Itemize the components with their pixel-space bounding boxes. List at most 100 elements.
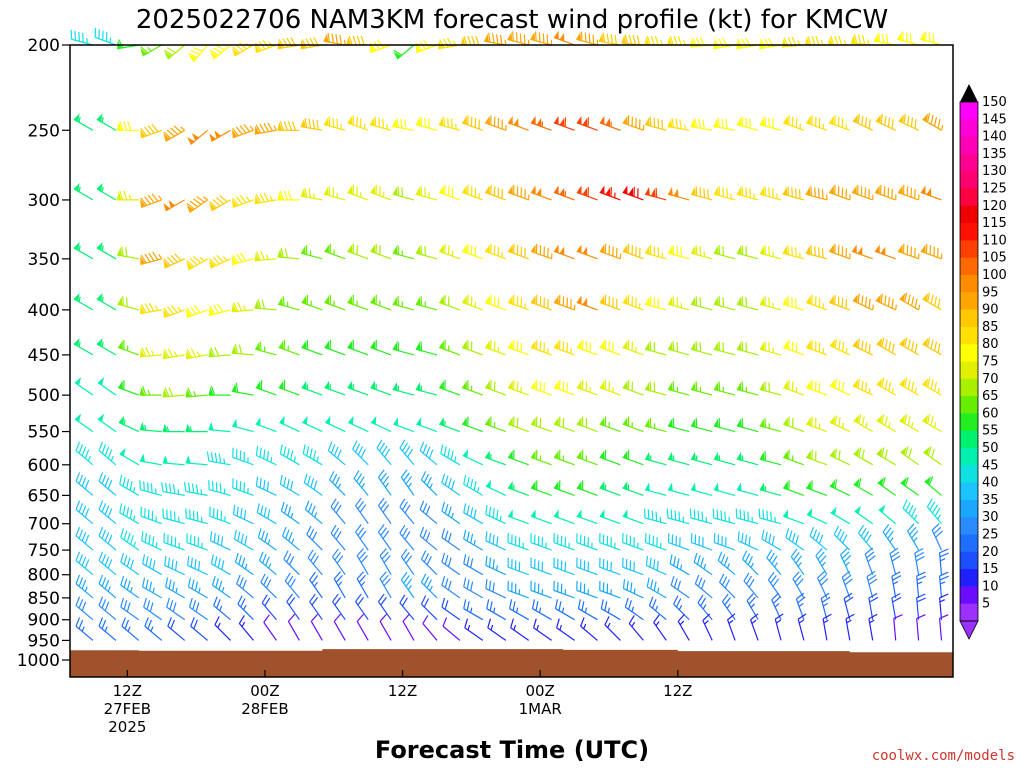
wind-barb: [393, 417, 415, 433]
wind-barb: [303, 473, 323, 496]
wind-barb: [667, 35, 690, 46]
wind-barb: [98, 526, 117, 551]
wind-barb: [377, 524, 392, 551]
y-tick-label: 650: [28, 486, 60, 506]
wind-barb: [347, 294, 369, 311]
colorbar-label: 75: [982, 355, 999, 370]
wind-barb: [877, 476, 897, 496]
wind-barb: [261, 594, 277, 621]
wind-barb: [622, 557, 644, 576]
wind-barb: [254, 192, 277, 205]
colorbar-label: 80: [982, 337, 999, 352]
wind-barb: [300, 37, 323, 50]
wind-barb: [851, 244, 873, 260]
wind-barb: [302, 444, 323, 466]
wind-barb: [576, 580, 598, 599]
wind-barb: [553, 416, 575, 433]
wind-barb: [713, 381, 736, 396]
wind-barb: [213, 596, 231, 621]
wind-barb: [690, 482, 713, 496]
wind-barb: [667, 245, 690, 260]
wind-barb: [461, 115, 484, 131]
wind-barb: [576, 295, 598, 311]
wind-barb: [899, 292, 921, 311]
wind-barb: [162, 508, 185, 525]
wind-barb: [530, 533, 552, 551]
colorbar-swatch: [960, 517, 978, 535]
wind-barb: [621, 34, 644, 46]
wind-barb: [833, 525, 851, 551]
wind-barb: [924, 476, 942, 496]
wind-barb: [302, 415, 323, 433]
wind-barb: [599, 533, 621, 551]
wind-barb: [379, 571, 392, 599]
wind-barb: [487, 618, 507, 641]
wind-barb: [75, 617, 94, 641]
wind-barb: [399, 594, 415, 621]
wind-barb: [279, 474, 300, 496]
wind-barb: [186, 196, 208, 214]
wind-barb: [142, 554, 162, 576]
wind-barb: [759, 451, 782, 466]
wind-barb: [420, 471, 438, 496]
wind-barb: [736, 245, 759, 260]
colorbar-swatch: [960, 534, 978, 553]
wind-barb: [485, 531, 507, 551]
wind-barb: [278, 380, 300, 396]
wind-barb: [139, 302, 162, 315]
wind-barb: [232, 504, 254, 525]
wind-barb: [599, 449, 621, 466]
wind-barb: [332, 548, 346, 576]
wind-barb: [783, 416, 805, 433]
wind-barb: [783, 480, 805, 496]
wind-barb: [70, 29, 94, 46]
wind-barb: [746, 593, 759, 621]
wind-barb: [347, 380, 369, 396]
colorbar-swatch: [960, 136, 978, 155]
colorbar-swatch: [960, 551, 978, 570]
colorbar-label: 15: [982, 562, 999, 577]
wind-barb: [782, 186, 805, 201]
wind-barb: [938, 593, 949, 620]
wind-barb: [622, 115, 645, 131]
wind-barb: [277, 190, 300, 201]
wind-barb: [806, 339, 828, 356]
wind-barb: [485, 479, 507, 496]
wind-barb: [530, 480, 552, 496]
colorbar-swatch: [960, 102, 978, 120]
wind-barb: [96, 182, 117, 201]
wind-barb: [922, 414, 942, 433]
wind-barb: [254, 39, 277, 54]
wind-barb: [622, 449, 644, 466]
colorbar-swatch: [960, 326, 978, 345]
wind-barb: [439, 339, 461, 356]
wind-barb: [922, 377, 942, 396]
wind-barb: [645, 555, 667, 576]
wind-barb: [485, 555, 507, 576]
wind-barb: [742, 550, 759, 576]
wind-barb: [899, 414, 919, 433]
wind-barb: [353, 470, 369, 496]
wind-barb: [232, 418, 254, 433]
wind-barb: [163, 253, 185, 269]
wind-barb: [209, 506, 231, 525]
wind-barb: [644, 245, 667, 260]
wind-barb: [666, 508, 690, 525]
wind-barb: [439, 294, 461, 311]
wind-barb: [874, 244, 896, 260]
wind-barb: [140, 44, 162, 57]
wind-barb: [783, 449, 805, 466]
wind-barb: [379, 613, 392, 641]
wind-barb: [97, 377, 117, 396]
colorbar-label: 100: [982, 268, 1007, 283]
wind-barb: [325, 415, 346, 433]
wind-barb: [208, 480, 231, 496]
wind-barb: [98, 617, 117, 641]
wind-barb: [622, 294, 644, 311]
wind-barb: [255, 417, 277, 433]
wind-barb: [139, 480, 162, 496]
wind-barb: [530, 416, 552, 433]
wind-barb: [376, 439, 392, 466]
wind-barb: [829, 378, 851, 396]
